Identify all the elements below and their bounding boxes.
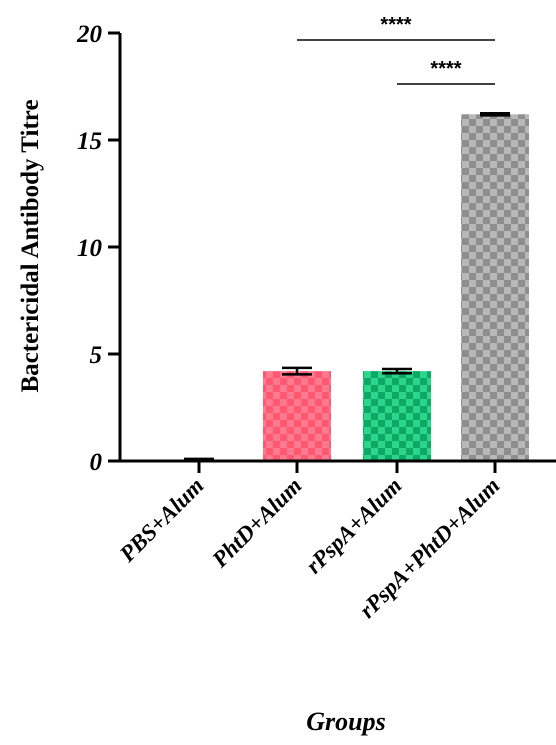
significance-annotations: **** **** bbox=[297, 14, 495, 85]
y-tick-label-3: 15 bbox=[77, 128, 102, 155]
bar-3 bbox=[461, 114, 529, 461]
significance-label-1: **** bbox=[430, 58, 461, 80]
x-tick-label-0: PBS+Alum bbox=[114, 473, 209, 568]
x-axis-title: Groups bbox=[306, 707, 385, 736]
y-tick-label-4: 20 bbox=[76, 21, 103, 48]
bars bbox=[263, 114, 529, 461]
error-bar-3 bbox=[480, 112, 510, 117]
bar-1 bbox=[263, 371, 331, 461]
x-tick-label-2: rPspA+Alum bbox=[301, 473, 407, 579]
y-axis-title: Bactericidal Antibody Titre bbox=[17, 99, 44, 392]
error-bar-2 bbox=[382, 367, 412, 375]
error-bar-1 bbox=[282, 366, 312, 376]
significance-label-0: **** bbox=[380, 14, 411, 36]
y-tick-label-2: 10 bbox=[77, 235, 103, 262]
y-tick-label-1: 5 bbox=[90, 342, 103, 369]
y-tick-label-0: 0 bbox=[90, 449, 103, 476]
x-tick-label-1: PhtD+Alum bbox=[207, 473, 307, 573]
error-bars bbox=[184, 112, 510, 461]
bar-2 bbox=[363, 371, 431, 461]
